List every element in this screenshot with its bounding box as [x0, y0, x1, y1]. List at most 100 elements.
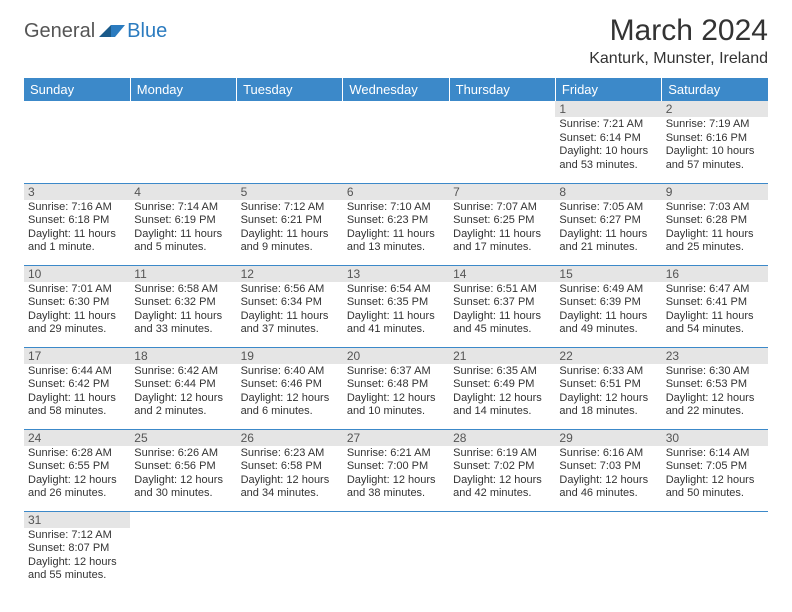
calendar-empty — [130, 101, 236, 183]
day-number: 1 — [555, 101, 661, 117]
day-number: 19 — [237, 348, 343, 364]
sunset: Sunset: 6:18 PM — [28, 214, 126, 228]
sunrise: Sunrise: 6:28 AM — [28, 447, 126, 461]
calendar-empty — [662, 511, 768, 593]
day-content: Sunrise: 6:21 AMSunset: 7:00 PMDaylight:… — [343, 446, 449, 503]
day-content: Sunrise: 7:14 AMSunset: 6:19 PMDaylight:… — [130, 200, 236, 257]
calendar-day: 4Sunrise: 7:14 AMSunset: 6:19 PMDaylight… — [130, 183, 236, 265]
sunrise: Sunrise: 6:47 AM — [666, 283, 764, 297]
daylight: Daylight: 11 hours and 49 minutes. — [559, 310, 657, 337]
calendar-day: 3Sunrise: 7:16 AMSunset: 6:18 PMDaylight… — [24, 183, 130, 265]
sunset: Sunset: 6:42 PM — [28, 378, 126, 392]
sunset: Sunset: 6:37 PM — [453, 296, 551, 310]
day-content: Sunrise: 7:12 AMSunset: 6:21 PMDaylight:… — [237, 200, 343, 257]
weekday-header: Sunday — [24, 78, 130, 101]
day-content: Sunrise: 7:03 AMSunset: 6:28 PMDaylight:… — [662, 200, 768, 257]
sunset: Sunset: 6:32 PM — [134, 296, 232, 310]
calendar-day: 31Sunrise: 7:12 AMSunset: 8:07 PMDayligh… — [24, 511, 130, 593]
daylight: Daylight: 11 hours and 25 minutes. — [666, 228, 764, 255]
daylight: Daylight: 12 hours and 55 minutes. — [28, 556, 126, 583]
daylight: Daylight: 12 hours and 14 minutes. — [453, 392, 551, 419]
day-number: 11 — [130, 266, 236, 282]
sunrise: Sunrise: 7:16 AM — [28, 201, 126, 215]
daylight: Daylight: 11 hours and 9 minutes. — [241, 228, 339, 255]
sunrise: Sunrise: 6:44 AM — [28, 365, 126, 379]
calendar-body: 1Sunrise: 7:21 AMSunset: 6:14 PMDaylight… — [24, 101, 768, 593]
day-content: Sunrise: 6:40 AMSunset: 6:46 PMDaylight:… — [237, 364, 343, 421]
calendar-day: 11Sunrise: 6:58 AMSunset: 6:32 PMDayligh… — [130, 265, 236, 347]
sunset: Sunset: 6:55 PM — [28, 460, 126, 474]
sunrise: Sunrise: 7:07 AM — [453, 201, 551, 215]
daylight: Daylight: 11 hours and 21 minutes. — [559, 228, 657, 255]
day-number: 28 — [449, 430, 555, 446]
daylight: Daylight: 11 hours and 1 minute. — [28, 228, 126, 255]
day-number: 5 — [237, 184, 343, 200]
day-number: 30 — [662, 430, 768, 446]
sunset: Sunset: 8:07 PM — [28, 542, 126, 556]
sunrise: Sunrise: 6:16 AM — [559, 447, 657, 461]
calendar-empty — [555, 511, 661, 593]
sunset: Sunset: 6:58 PM — [241, 460, 339, 474]
calendar-day: 29Sunrise: 6:16 AMSunset: 7:03 PMDayligh… — [555, 429, 661, 511]
calendar-day: 13Sunrise: 6:54 AMSunset: 6:35 PMDayligh… — [343, 265, 449, 347]
calendar-day: 22Sunrise: 6:33 AMSunset: 6:51 PMDayligh… — [555, 347, 661, 429]
weekday-header: Saturday — [662, 78, 768, 101]
sunrise: Sunrise: 6:26 AM — [134, 447, 232, 461]
daylight: Daylight: 11 hours and 37 minutes. — [241, 310, 339, 337]
day-number: 24 — [24, 430, 130, 446]
daylight: Daylight: 11 hours and 41 minutes. — [347, 310, 445, 337]
sunset: Sunset: 6:44 PM — [134, 378, 232, 392]
day-content: Sunrise: 7:16 AMSunset: 6:18 PMDaylight:… — [24, 200, 130, 257]
calendar-empty — [449, 101, 555, 183]
day-number: 16 — [662, 266, 768, 282]
day-number: 9 — [662, 184, 768, 200]
daylight: Daylight: 12 hours and 38 minutes. — [347, 474, 445, 501]
daylight: Daylight: 12 hours and 6 minutes. — [241, 392, 339, 419]
calendar-day: 15Sunrise: 6:49 AMSunset: 6:39 PMDayligh… — [555, 265, 661, 347]
day-number: 6 — [343, 184, 449, 200]
daylight: Daylight: 12 hours and 2 minutes. — [134, 392, 232, 419]
sunset: Sunset: 6:21 PM — [241, 214, 339, 228]
sunset: Sunset: 6:48 PM — [347, 378, 445, 392]
day-number: 3 — [24, 184, 130, 200]
day-number: 21 — [449, 348, 555, 364]
day-content: Sunrise: 6:47 AMSunset: 6:41 PMDaylight:… — [662, 282, 768, 339]
daylight: Daylight: 11 hours and 58 minutes. — [28, 392, 126, 419]
sunrise: Sunrise: 6:33 AM — [559, 365, 657, 379]
day-content: Sunrise: 7:10 AMSunset: 6:23 PMDaylight:… — [343, 200, 449, 257]
flag-icon — [99, 23, 125, 41]
weekday-header: Thursday — [449, 78, 555, 101]
day-number: 12 — [237, 266, 343, 282]
calendar-empty — [449, 511, 555, 593]
daylight: Daylight: 12 hours and 10 minutes. — [347, 392, 445, 419]
day-number: 15 — [555, 266, 661, 282]
calendar-day: 20Sunrise: 6:37 AMSunset: 6:48 PMDayligh… — [343, 347, 449, 429]
day-content: Sunrise: 6:54 AMSunset: 6:35 PMDaylight:… — [343, 282, 449, 339]
daylight: Daylight: 10 hours and 53 minutes. — [559, 145, 657, 172]
sunrise: Sunrise: 7:14 AM — [134, 201, 232, 215]
sunset: Sunset: 6:19 PM — [134, 214, 232, 228]
calendar-week: 24Sunrise: 6:28 AMSunset: 6:55 PM Dayligh… — [24, 429, 768, 511]
sunrise: Sunrise: 6:54 AM — [347, 283, 445, 297]
day-content: Sunrise: 6:35 AMSunset: 6:49 PMDaylight:… — [449, 364, 555, 421]
sunset: Sunset: 6:34 PM — [241, 296, 339, 310]
sunrise: Sunrise: 6:58 AM — [134, 283, 232, 297]
calendar-day: 19Sunrise: 6:40 AMSunset: 6:46 PMDayligh… — [237, 347, 343, 429]
calendar-day: 26Sunrise: 6:23 AMSunset: 6:58 PMDayligh… — [237, 429, 343, 511]
sunrise: Sunrise: 6:30 AM — [666, 365, 764, 379]
calendar-day: 24Sunrise: 6:28 AMSunset: 6:55 PMDayligh… — [24, 429, 130, 511]
sunrise: Sunrise: 7:05 AM — [559, 201, 657, 215]
daylight: Daylight: 11 hours and 13 minutes. — [347, 228, 445, 255]
calendar-day: 25Sunrise: 6:26 AMSunset: 6:56 PMDayligh… — [130, 429, 236, 511]
calendar-week: 10Sunrise: 7:01 AMSunset: 6:30 PMDayligh… — [24, 265, 768, 347]
header: General Blue March 2024 Kanturk, Munster… — [24, 14, 768, 68]
weekday-header: Friday — [555, 78, 661, 101]
sunset: Sunset: 6:23 PM — [347, 214, 445, 228]
weekday-header: Tuesday — [237, 78, 343, 101]
sunrise: Sunrise: 6:51 AM — [453, 283, 551, 297]
sunset: Sunset: 7:00 PM — [347, 460, 445, 474]
calendar-empty — [24, 101, 130, 183]
daylight: Daylight: 11 hours and 17 minutes. — [453, 228, 551, 255]
calendar-day: 6Sunrise: 7:10 AMSunset: 6:23 PMDaylight… — [343, 183, 449, 265]
sunset: Sunset: 6:53 PM — [666, 378, 764, 392]
